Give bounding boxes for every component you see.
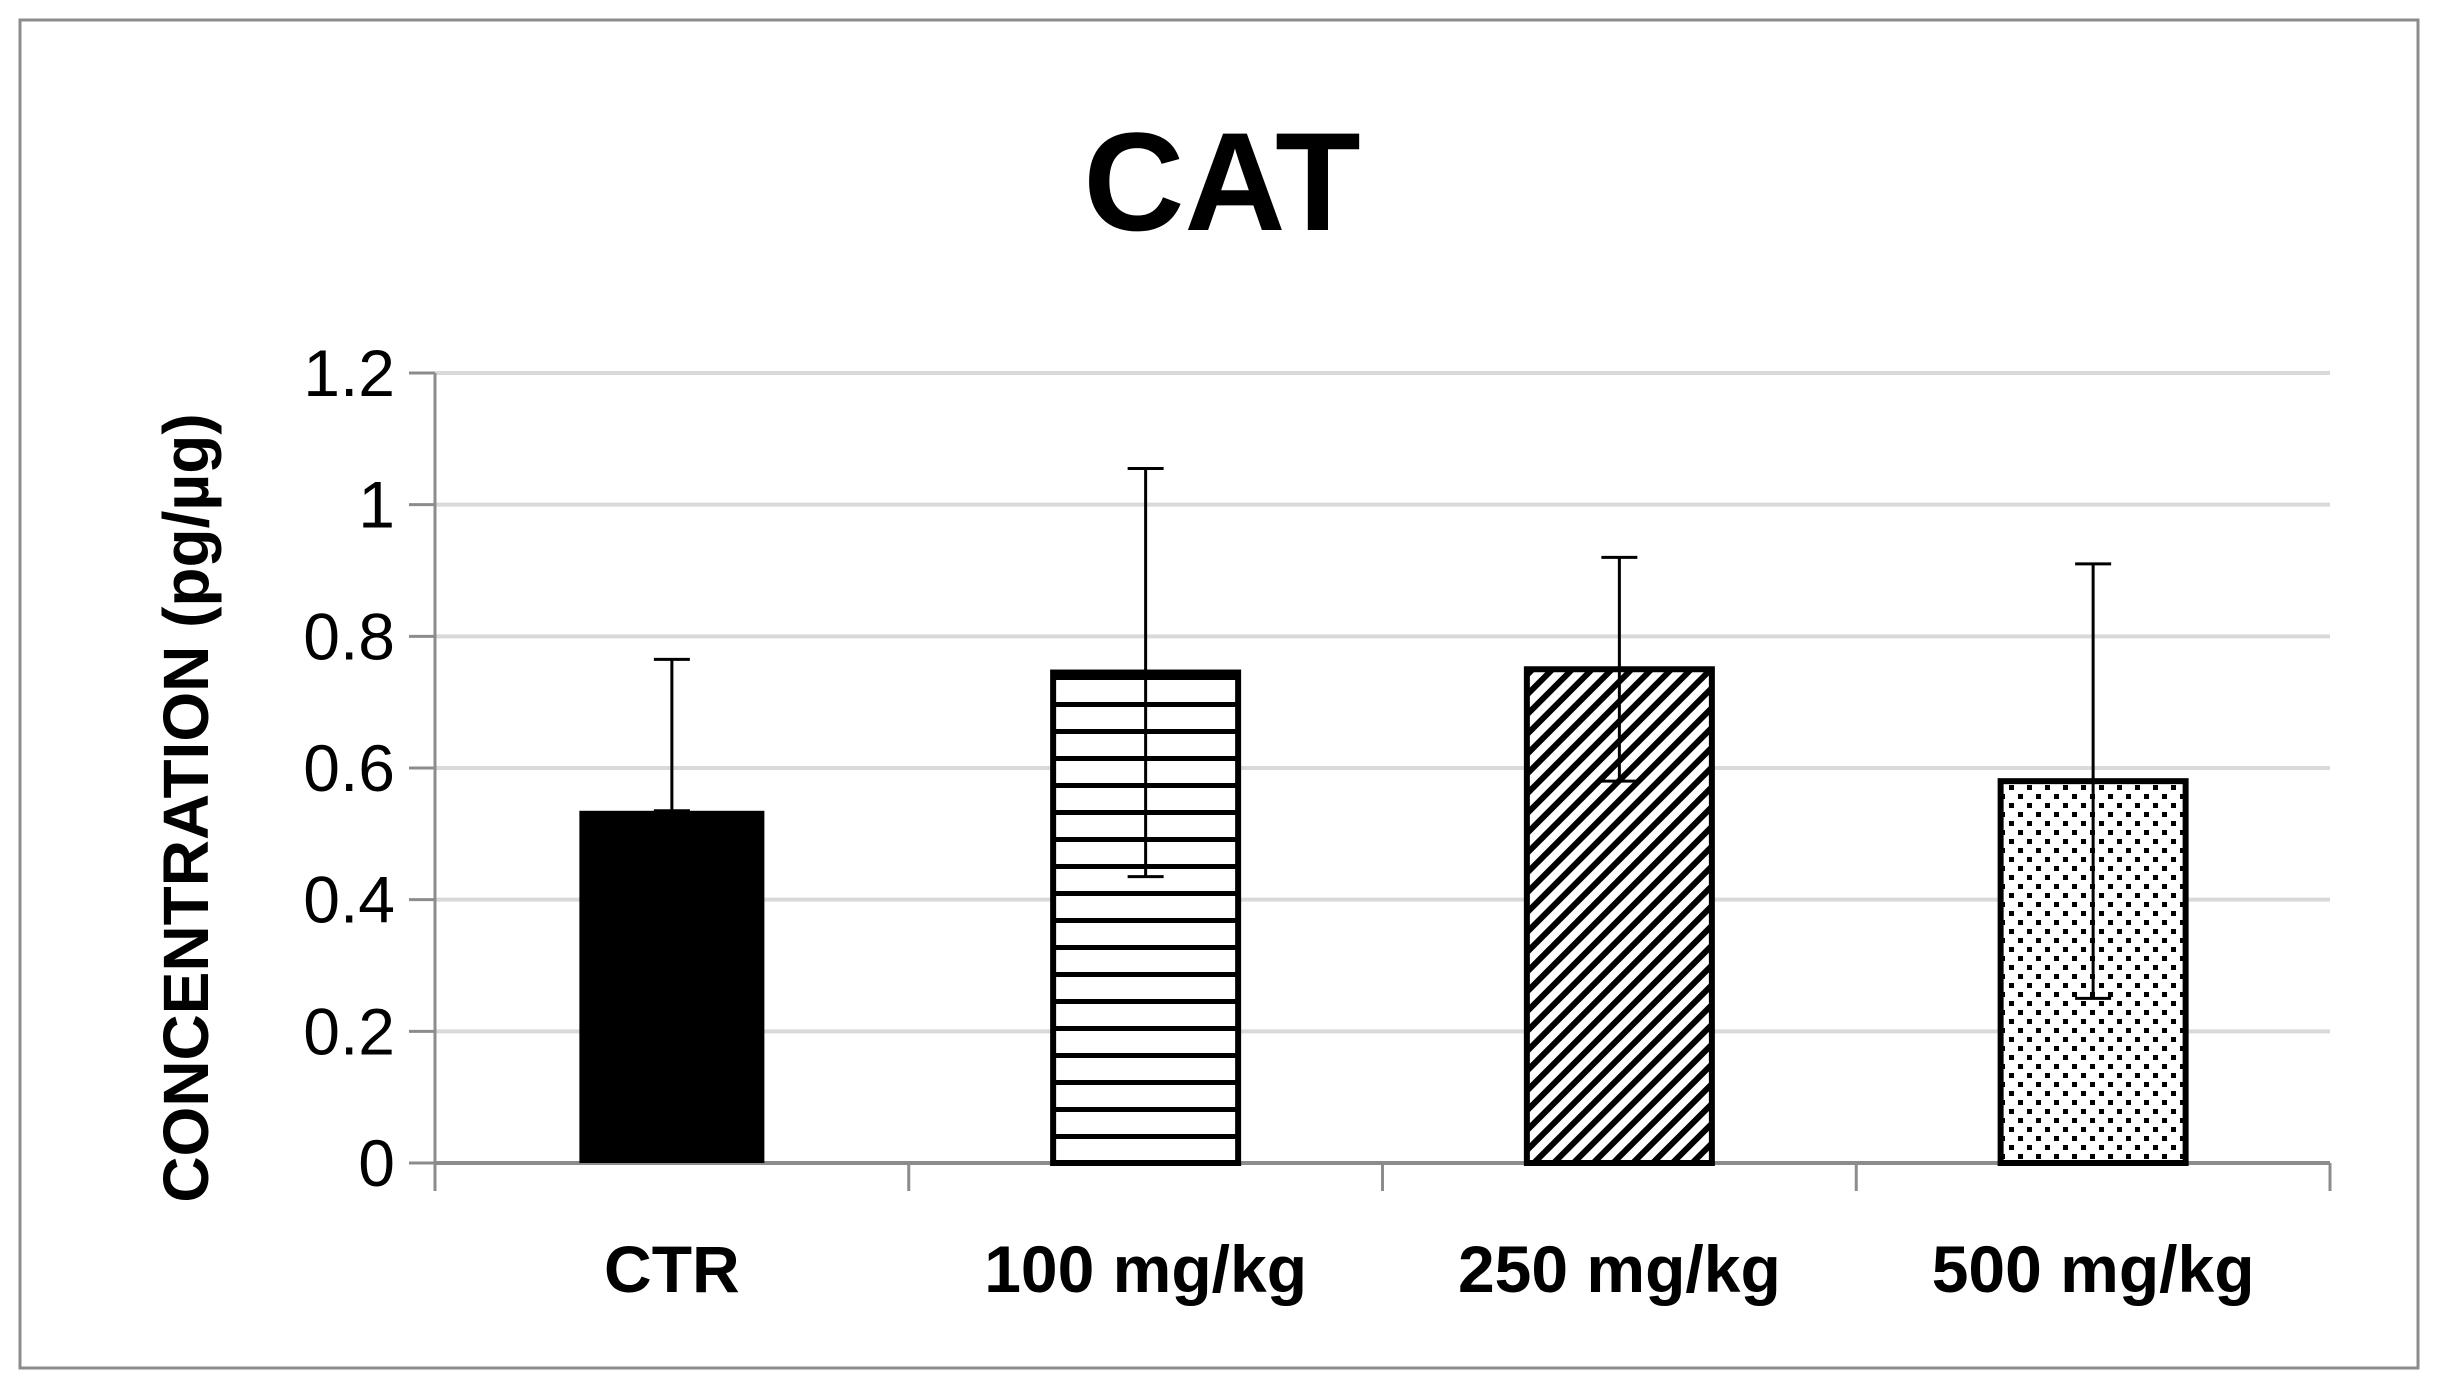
y-axis-title: CONCENTRATION (pg/µg) — [150, 413, 222, 1202]
bar-ctr — [579, 810, 765, 1163]
y-tick-label: 1.2 — [303, 336, 395, 410]
y-tick-label: 0.6 — [303, 731, 395, 805]
y-tick-label: 0 — [358, 1126, 395, 1200]
x-tick-label: 250 mg/kg — [1458, 1232, 1781, 1306]
error-bars — [653, 466, 2112, 1000]
x-tick-label: CTR — [604, 1232, 740, 1306]
y-tick-labels: 0 0.2 0.4 0.6 0.8 1 1.2 — [303, 336, 395, 1200]
chart-title: CAT — [1083, 103, 1360, 260]
y-tick-label: 0.2 — [303, 994, 395, 1068]
y-tick-label: 0.4 — [303, 863, 395, 937]
x-tick-labels: CTR 100 mg/kg 250 mg/kg 500 mg/kg — [604, 1232, 2254, 1306]
y-tick-label: 1 — [358, 468, 395, 542]
x-tick-label: 500 mg/kg — [1932, 1232, 2255, 1306]
y-tick-label: 0.8 — [303, 599, 395, 673]
x-tick-label: 100 mg/kg — [984, 1232, 1307, 1306]
